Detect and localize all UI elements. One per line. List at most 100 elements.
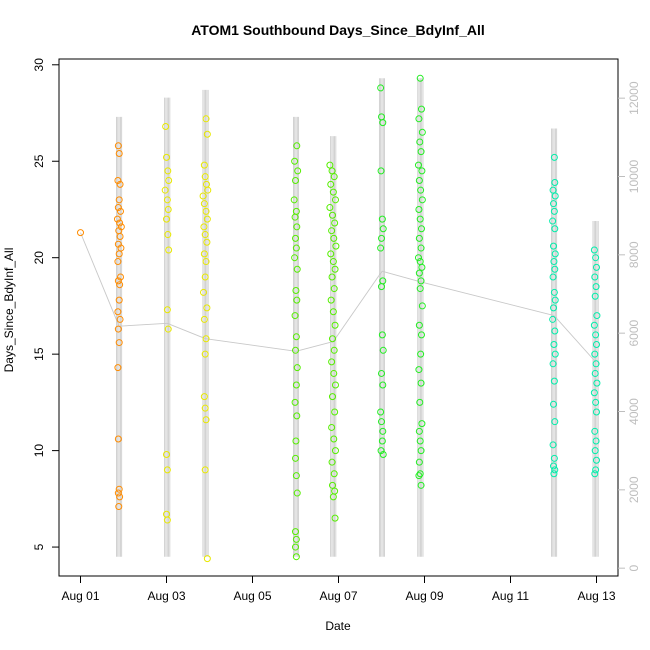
data-point bbox=[201, 173, 209, 181]
data-point bbox=[549, 360, 557, 368]
data-point bbox=[414, 254, 422, 262]
x-tick-label: Aug 03 bbox=[147, 589, 185, 603]
data-point bbox=[328, 211, 336, 219]
data-point bbox=[332, 242, 340, 250]
data-point bbox=[163, 196, 171, 204]
data-point bbox=[592, 283, 600, 291]
data-point bbox=[591, 292, 599, 300]
data-point bbox=[200, 315, 208, 323]
x-tick-label: Aug 01 bbox=[61, 589, 99, 603]
data-point bbox=[200, 393, 208, 401]
data-point bbox=[115, 296, 123, 304]
y-tick-label: 10 bbox=[32, 444, 46, 458]
data-point bbox=[416, 138, 424, 146]
data-point bbox=[591, 369, 599, 377]
data-point bbox=[328, 393, 336, 401]
points-layer bbox=[77, 74, 601, 563]
data-point bbox=[201, 466, 209, 474]
data-point bbox=[417, 379, 425, 387]
x-tick-label: Aug 13 bbox=[577, 589, 615, 603]
chart-title: ATOM1 Southbound Days_Since_BdyInf_All bbox=[191, 22, 485, 38]
data-point bbox=[418, 167, 426, 175]
data-point bbox=[331, 381, 339, 389]
y2-tick-label: 2000 bbox=[627, 476, 641, 503]
data-point bbox=[115, 196, 123, 204]
data-point bbox=[379, 427, 387, 435]
data-point bbox=[116, 207, 124, 215]
data-point bbox=[551, 327, 559, 335]
data-point bbox=[203, 555, 211, 563]
data-point bbox=[414, 161, 422, 169]
plot-frame bbox=[58, 58, 619, 577]
data-point bbox=[199, 192, 207, 200]
data-point bbox=[593, 379, 601, 387]
data-point bbox=[291, 398, 299, 406]
data-point bbox=[415, 205, 423, 213]
data-point bbox=[379, 450, 387, 458]
data-point bbox=[292, 333, 300, 341]
data-point bbox=[417, 148, 425, 156]
data-point bbox=[199, 288, 207, 296]
data-point bbox=[550, 207, 558, 215]
data-point bbox=[292, 543, 299, 551]
data-point bbox=[116, 273, 124, 281]
data-point bbox=[417, 105, 425, 113]
data-point bbox=[550, 304, 557, 312]
data-point bbox=[593, 456, 600, 464]
y-tick-label: 15 bbox=[32, 347, 46, 361]
data-point bbox=[202, 115, 210, 123]
data-point bbox=[164, 205, 172, 213]
data-point bbox=[114, 364, 122, 372]
data-point bbox=[378, 418, 385, 426]
data-point bbox=[550, 242, 557, 250]
data-point bbox=[416, 215, 424, 223]
data-point bbox=[292, 454, 299, 462]
data-point bbox=[201, 350, 209, 358]
data-point bbox=[551, 192, 559, 200]
y-tick-label: 30 bbox=[32, 58, 46, 72]
y-axis: 5 10 15 20 25 30 bbox=[32, 58, 59, 550]
data-point bbox=[291, 157, 299, 165]
data-point bbox=[378, 215, 386, 223]
data-point bbox=[416, 285, 424, 293]
data-point bbox=[330, 346, 338, 354]
data-point bbox=[163, 153, 170, 161]
data-point bbox=[114, 277, 122, 285]
data-point bbox=[326, 161, 334, 169]
data-point bbox=[164, 167, 172, 175]
days-line-link bbox=[332, 270, 383, 342]
data-point bbox=[418, 420, 426, 428]
data-point bbox=[331, 514, 339, 522]
data-point bbox=[162, 123, 170, 131]
days-line-link bbox=[295, 341, 334, 352]
data-point bbox=[593, 341, 600, 349]
data-point bbox=[163, 466, 171, 474]
data-point bbox=[293, 265, 301, 273]
data-point bbox=[418, 128, 426, 136]
data-point bbox=[415, 234, 423, 242]
data-point bbox=[415, 366, 423, 374]
data-point bbox=[378, 437, 386, 445]
data-point bbox=[377, 408, 385, 416]
y2-tick-label: 4000 bbox=[627, 398, 641, 425]
data-point bbox=[418, 302, 426, 310]
data-point bbox=[592, 254, 600, 262]
data-point bbox=[291, 254, 299, 262]
data-point bbox=[592, 398, 600, 406]
data-point bbox=[115, 250, 123, 258]
data-point bbox=[163, 306, 171, 314]
x-tick-label: Aug 11 bbox=[492, 589, 529, 603]
data-point bbox=[329, 258, 337, 266]
y-axis-label: Days_Since_BdyInf_All bbox=[2, 248, 16, 373]
data-point bbox=[114, 204, 122, 212]
data-point bbox=[163, 516, 171, 524]
data-point bbox=[293, 364, 301, 372]
data-point bbox=[292, 286, 300, 294]
data-point bbox=[592, 437, 600, 445]
data-point bbox=[331, 408, 339, 416]
y-tick-label: 20 bbox=[32, 251, 46, 265]
days-line-link bbox=[167, 322, 206, 340]
data-point bbox=[551, 296, 559, 304]
data-point bbox=[550, 200, 557, 208]
